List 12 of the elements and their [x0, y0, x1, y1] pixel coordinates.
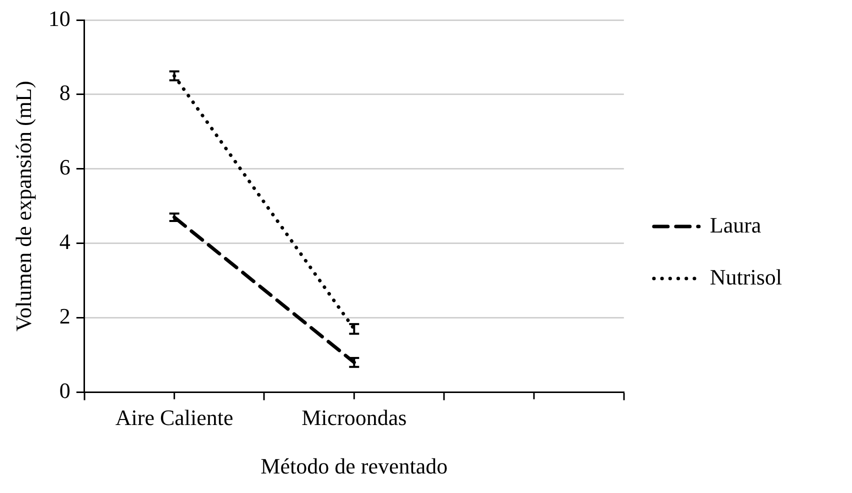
- legend-label: Laura: [710, 212, 762, 238]
- y-tick-label: 2: [59, 304, 70, 329]
- x-axis-title: Método de reventado: [260, 454, 448, 479]
- y-tick-label: 6: [59, 154, 70, 180]
- legend-label: Nutrisol: [710, 264, 782, 290]
- y-tick-label: 10: [48, 6, 70, 31]
- y-tick-label: 0: [59, 378, 70, 403]
- x-tick-label: Aire Caliente: [115, 405, 234, 430]
- x-tick-label: Microondas: [302, 405, 407, 430]
- y-tick-label: 4: [59, 229, 70, 254]
- y-tick-label: 8: [59, 80, 70, 106]
- y-axis-title: Volumen de expansión (mL): [10, 80, 36, 332]
